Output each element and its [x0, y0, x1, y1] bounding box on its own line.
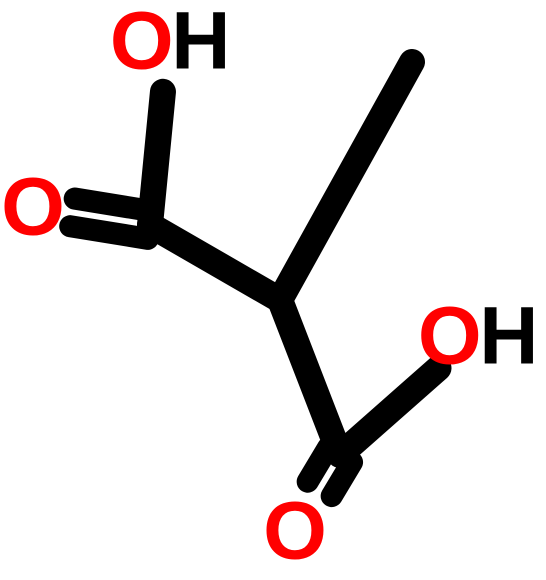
bond: [70, 226, 148, 239]
bond: [308, 448, 328, 482]
molecule-diagram: OOHOOH: [0, 0, 546, 580]
atom-label-o: O: [418, 291, 482, 382]
bond: [150, 225, 280, 300]
atom-label-h: H: [171, 0, 230, 87]
atom-label-h: H: [479, 291, 538, 382]
atom-label: O: [1, 162, 65, 253]
atom-label-o: O: [110, 0, 174, 87]
bond: [280, 62, 412, 300]
bond: [150, 92, 163, 225]
atom-label: O: [263, 486, 327, 577]
bond: [280, 300, 340, 455]
